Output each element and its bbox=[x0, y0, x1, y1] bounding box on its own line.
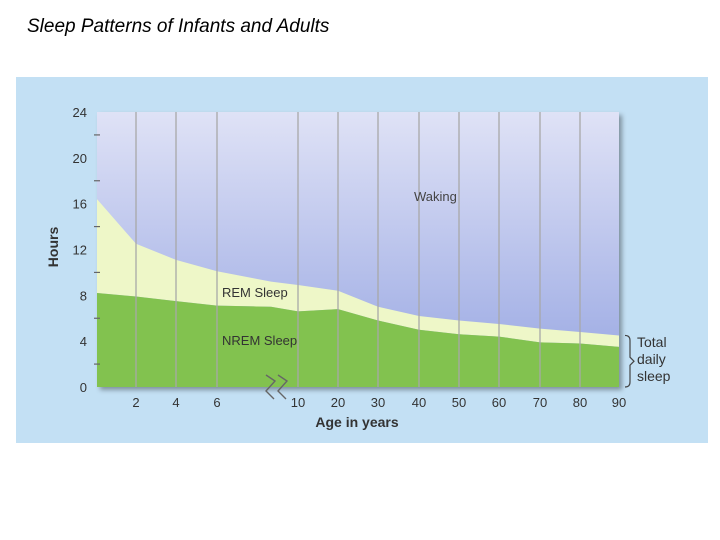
x-tick-label-4: 4 bbox=[172, 395, 179, 410]
slide-title: Sleep Patterns of Infants and Adults bbox=[27, 16, 330, 37]
x-tick-label-30: 30 bbox=[371, 395, 385, 410]
y-tick-label-0: 0 bbox=[80, 380, 87, 395]
chart-panel: 0 4 8 12 16 20 24 2 4 6 10 20 30 40 50 60 70 80 90 Waking… bbox=[16, 77, 708, 443]
total-sleep-brace bbox=[624, 334, 635, 388]
x-axis: 2 4 6 10 20 30 40 50 60 70 80 90 bbox=[132, 395, 626, 410]
x-tick-label-90: 90 bbox=[612, 395, 626, 410]
x-axis-break bbox=[265, 374, 289, 400]
nrem-sleep-area bbox=[97, 293, 619, 387]
rem-sleep-label: REM Sleep bbox=[222, 285, 288, 300]
nrem-sleep-label: NREM Sleep bbox=[222, 333, 297, 348]
y-axis: 0 4 8 12 16 20 24 bbox=[73, 105, 100, 395]
x-tick-label-40: 40 bbox=[412, 395, 426, 410]
y-axis-title: Hours bbox=[45, 227, 61, 268]
y-tick-label-8: 8 bbox=[80, 288, 87, 303]
x-tick-label-10: 10 bbox=[291, 395, 305, 410]
y-tick-label-4: 4 bbox=[80, 334, 87, 349]
x-tick-label-60: 60 bbox=[492, 395, 506, 410]
grid-lines bbox=[135, 112, 581, 387]
y-tick-label-24: 24 bbox=[73, 105, 87, 120]
total-daily-sleep-label: Total daily sleep bbox=[637, 334, 671, 384]
y-tick-label-16: 16 bbox=[73, 197, 87, 212]
x-tick-label-80: 80 bbox=[573, 395, 587, 410]
x-tick-label-2: 2 bbox=[132, 395, 139, 410]
x-axis-title: Age in years bbox=[315, 414, 398, 430]
y-tick-label-20: 20 bbox=[73, 151, 87, 166]
x-tick-label-50: 50 bbox=[452, 395, 466, 410]
x-tick-label-6: 6 bbox=[213, 395, 220, 410]
x-tick-label-70: 70 bbox=[533, 395, 547, 410]
waking-label: Waking bbox=[414, 189, 457, 204]
y-tick-label-12: 12 bbox=[73, 243, 87, 258]
x-tick-label-20: 20 bbox=[331, 395, 345, 410]
rem-sleep-area bbox=[97, 199, 619, 347]
